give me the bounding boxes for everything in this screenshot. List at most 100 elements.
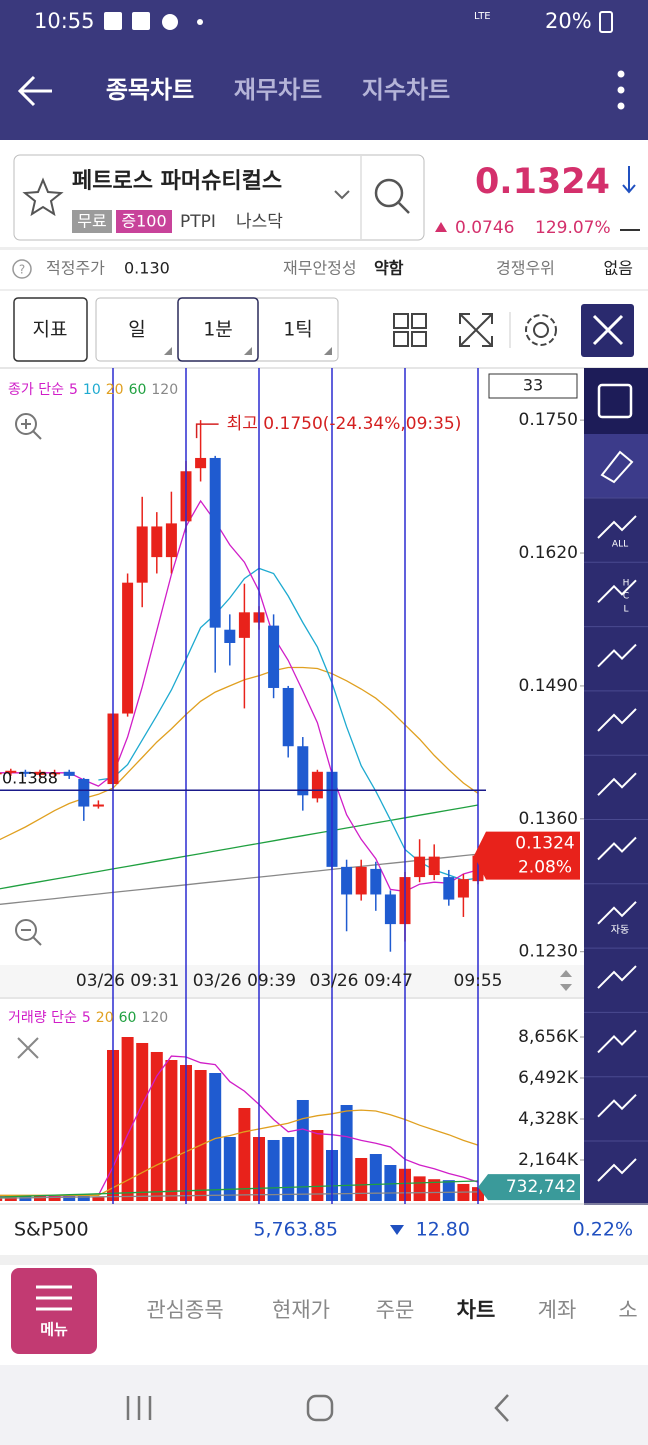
nav-item[interactable]: 주문 bbox=[376, 1298, 415, 1322]
volume-bar bbox=[150, 1051, 163, 1201]
volume-bar bbox=[194, 1070, 207, 1201]
info-label: 재무안정성 bbox=[283, 259, 357, 278]
candle-body bbox=[224, 629, 236, 643]
info-value: 0.130 bbox=[124, 259, 170, 278]
more-button[interactable] bbox=[617, 70, 625, 110]
menu-label: 메뉴 bbox=[40, 1321, 68, 1339]
ma-line bbox=[0, 1180, 479, 1198]
favorite-star[interactable] bbox=[22, 177, 64, 217]
sidebar-tool[interactable] bbox=[597, 772, 637, 796]
nav-item[interactable]: 차트 bbox=[457, 1298, 496, 1322]
price: 0.1324 bbox=[475, 162, 610, 202]
save-button[interactable] bbox=[584, 368, 648, 434]
expand-button[interactable] bbox=[459, 313, 493, 347]
candle-body bbox=[19, 771, 31, 774]
x-tick-label: 03/26 09:31 bbox=[76, 971, 179, 991]
y-tick-label: 8,656K bbox=[518, 1027, 579, 1047]
sidebar-tool[interactable] bbox=[597, 901, 637, 925]
nav-item[interactable]: 현재가 bbox=[272, 1298, 330, 1322]
nav-item[interactable]: 계좌 bbox=[538, 1298, 577, 1322]
tab-active[interactable]: 종목차트 bbox=[106, 76, 194, 104]
tab[interactable]: 재무차트 bbox=[234, 76, 322, 104]
period[interactable]: 일 bbox=[128, 319, 145, 341]
x-tick-label: 03/26 09:39 bbox=[193, 971, 296, 991]
sidebar-tool[interactable] bbox=[597, 643, 637, 668]
system-nav bbox=[0, 1365, 648, 1445]
count-box bbox=[488, 373, 578, 399]
candle-body bbox=[78, 778, 90, 807]
sidebar-tool[interactable] bbox=[597, 1158, 637, 1182]
volume-bar bbox=[355, 1157, 368, 1201]
last-change: 2.08% bbox=[518, 858, 572, 878]
x-tick-label: 09:55 bbox=[454, 971, 503, 991]
y-tick-label: 0.1750 bbox=[519, 410, 578, 430]
sidebar-tool[interactable] bbox=[597, 515, 637, 539]
sidebar-tool[interactable] bbox=[597, 1029, 637, 1054]
scroll-arrows[interactable] bbox=[560, 970, 572, 991]
candle-body bbox=[457, 879, 469, 898]
legend-title: 종가 단순 bbox=[8, 382, 64, 398]
zoom-out[interactable] bbox=[15, 919, 42, 946]
indicator-label: 지표 bbox=[33, 319, 68, 341]
legend-title: 거래량 단순 bbox=[8, 1010, 77, 1026]
candle-body bbox=[268, 625, 280, 688]
period-selected[interactable] bbox=[177, 297, 259, 362]
indicator-button[interactable] bbox=[13, 297, 88, 362]
candle-body bbox=[282, 687, 294, 747]
ma-line bbox=[0, 1109, 479, 1196]
legend-item: 20 bbox=[96, 1010, 114, 1026]
tag-bg bbox=[72, 210, 112, 233]
sidebar-tool[interactable] bbox=[597, 708, 637, 732]
volume-bar bbox=[282, 1136, 295, 1201]
candle-body bbox=[122, 582, 134, 714]
legend-item: 60 bbox=[119, 1010, 137, 1026]
sidebar-label: C bbox=[623, 592, 629, 602]
candle-body bbox=[370, 868, 382, 895]
search-button[interactable] bbox=[374, 178, 410, 214]
settings-button[interactable] bbox=[525, 314, 557, 346]
menu-button[interactable] bbox=[11, 1268, 97, 1354]
period[interactable]: 1분 bbox=[203, 319, 233, 341]
help-icon[interactable] bbox=[12, 259, 32, 279]
volume-bar bbox=[92, 1197, 105, 1201]
volume-bar bbox=[311, 1130, 324, 1201]
volume-bar bbox=[384, 1165, 397, 1201]
zoom-in[interactable] bbox=[15, 413, 42, 440]
candle-body bbox=[428, 856, 440, 876]
system-buttons[interactable] bbox=[126, 1394, 509, 1422]
layout-button[interactable] bbox=[393, 313, 427, 347]
candle-body bbox=[5, 770, 17, 773]
candle-body bbox=[297, 746, 309, 796]
nav-item[interactable]: 소 bbox=[618, 1298, 637, 1322]
tab[interactable]: 지수차트 bbox=[362, 76, 450, 104]
tag: 증100 bbox=[121, 212, 166, 231]
back-button[interactable] bbox=[17, 75, 52, 107]
menu-icon bbox=[36, 1285, 72, 1311]
volume-bar bbox=[296, 1099, 309, 1201]
nav-item[interactable]: 관심종목 bbox=[146, 1298, 223, 1322]
close-volume[interactable] bbox=[17, 1037, 39, 1059]
separator bbox=[0, 1255, 648, 1265]
volume-bar bbox=[121, 1037, 134, 1201]
save-icon bbox=[597, 383, 633, 419]
info-value: 없음 bbox=[604, 259, 633, 278]
volume-bar bbox=[209, 1072, 222, 1201]
volume-bar bbox=[442, 1180, 455, 1201]
legend-item: 10 bbox=[83, 382, 101, 398]
last-volume-tag bbox=[478, 1174, 580, 1201]
chevron[interactable] bbox=[334, 190, 350, 200]
candle-body bbox=[341, 866, 353, 895]
up-triangle bbox=[435, 222, 447, 232]
sidebar-tool[interactable] bbox=[597, 1093, 637, 1118]
sidebar-tool[interactable] bbox=[597, 579, 637, 604]
candle-body bbox=[49, 772, 61, 775]
eraser-button[interactable] bbox=[584, 434, 648, 498]
sidebar-tool[interactable] bbox=[597, 965, 637, 989]
volume-bar bbox=[428, 1179, 441, 1201]
last-price-tag bbox=[474, 831, 580, 880]
sidebar-tool[interactable] bbox=[597, 836, 637, 861]
legend-item: 120 bbox=[151, 382, 178, 398]
period[interactable]: 1틱 bbox=[283, 319, 313, 341]
clock: 10:55 bbox=[34, 9, 95, 33]
